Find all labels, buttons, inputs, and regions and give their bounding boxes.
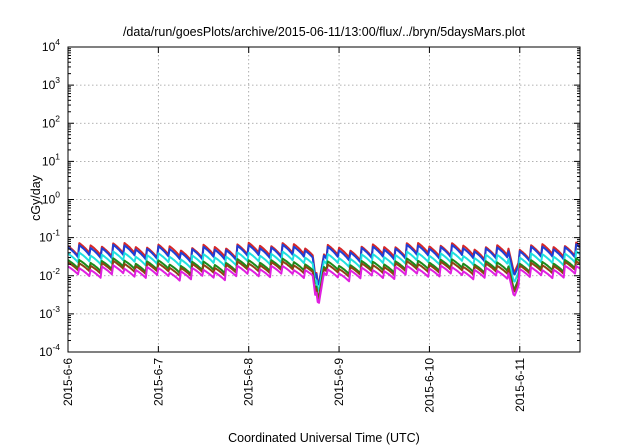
series-line [67, 257, 581, 298]
series-line [67, 250, 581, 292]
y-tick-label: 101 [42, 151, 60, 168]
series-line [67, 264, 581, 304]
series-group [67, 241, 581, 304]
y-tick-label: 100 [42, 190, 60, 207]
y-tick-label: 10-3 [39, 304, 60, 321]
y-tick-label: 10-4 [39, 342, 60, 359]
x-tick-label: 2015-6-9 [332, 358, 346, 406]
x-ticks: 2015-6-6 2015-6-7 2015-6-8 2015-6-9 2015-6-1… [61, 47, 527, 413]
y-tick-label: 102 [42, 113, 60, 130]
x-tick-label: 2015-6-10 [422, 358, 436, 413]
x-tick-label: 2015-6-6 [61, 358, 75, 406]
x-axis-label: Coordinated Universal Time (UTC) [228, 431, 420, 445]
x-tick-label: 2015-6-8 [242, 358, 256, 406]
y-tick-label: 10-2 [39, 266, 60, 283]
x-tick-label: 2015-6-11 [513, 358, 527, 412]
x-tick-label: 2015-6-7 [151, 358, 165, 406]
chart-title: /data/run/goesPlots/archive/2015-06-11/1… [123, 25, 526, 39]
y-tick-label: 10-1 [39, 228, 60, 245]
y-tick-label: 104 [42, 37, 60, 54]
grid [68, 47, 580, 352]
series-line [67, 259, 581, 300]
y-axis-label: cGy/day [29, 174, 43, 221]
series-line [67, 243, 581, 286]
y-tick-label: 103 [42, 75, 60, 92]
